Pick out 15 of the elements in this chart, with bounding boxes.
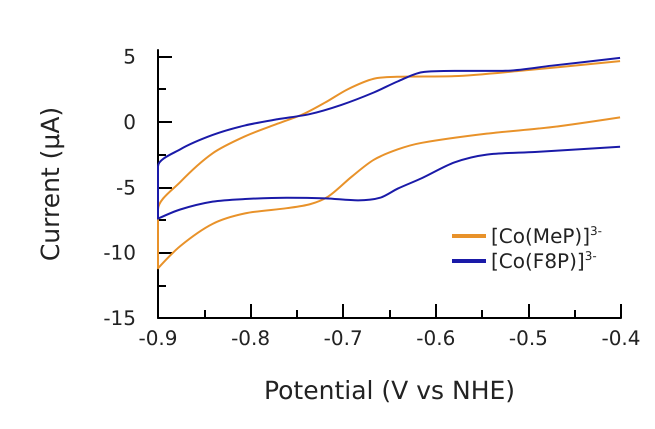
line-series: [157, 56, 622, 220]
y-axis-title: Current (μA): [36, 106, 65, 262]
x-tick-label: -0.8: [231, 326, 270, 350]
x-axis-title: Potential (V vs NHE): [264, 376, 516, 405]
x-tick-label: -0.6: [416, 326, 456, 350]
x-tick-label: -0.4: [601, 326, 641, 350]
y-tick-label: -5: [116, 175, 136, 200]
y-tick-label: -15: [103, 306, 136, 330]
x-tick-label: -0.5: [508, 326, 548, 350]
y-tick-label: 5: [123, 44, 136, 69]
x-tick-label: -0.9: [138, 326, 178, 350]
line-series: [157, 60, 622, 270]
y-tick-label: 0: [123, 110, 136, 134]
y-tick-label: -10: [103, 240, 136, 265]
x-tick-label: -0.7: [324, 326, 363, 350]
